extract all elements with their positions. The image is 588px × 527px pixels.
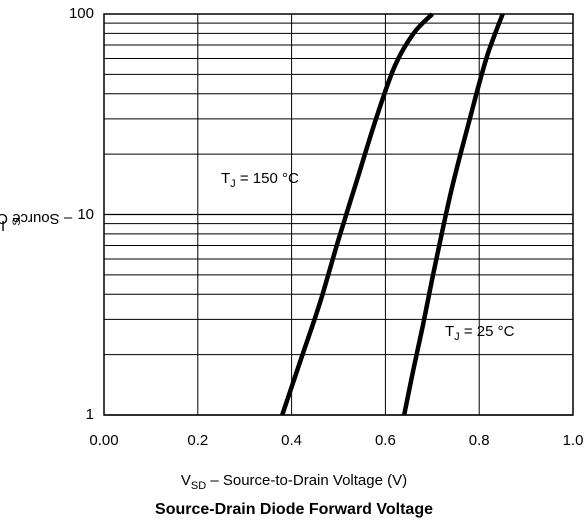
y-tick-label: 100 — [68, 5, 94, 22]
x-tick-label: 1.0 — [562, 432, 584, 449]
x-tick-label: 0.4 — [281, 432, 303, 449]
grid — [103, 14, 574, 416]
series-label-150: TJ = 150 °C — [221, 170, 299, 190]
series-label-25: TJ = 25 °C — [445, 323, 515, 343]
series-line-1 — [401, 13, 505, 416]
series-line-0 — [280, 12, 434, 416]
x-tick-label: 0.8 — [468, 432, 490, 449]
plot-frame — [103, 13, 574, 416]
x-tick-label: 0.2 — [187, 432, 209, 449]
y-tick-label: 1 — [85, 406, 94, 423]
chart-title: Source-Drain Diode Forward Voltage — [155, 501, 433, 518]
x-axis-label: VSD – Source-to-Drain Voltage (V) — [180, 472, 408, 492]
x-tick-label: 0.6 — [374, 432, 396, 449]
series-layer — [280, 12, 505, 416]
x-tick-label: 0.00 — [89, 432, 119, 449]
y-tick-label: 10 — [77, 205, 94, 223]
